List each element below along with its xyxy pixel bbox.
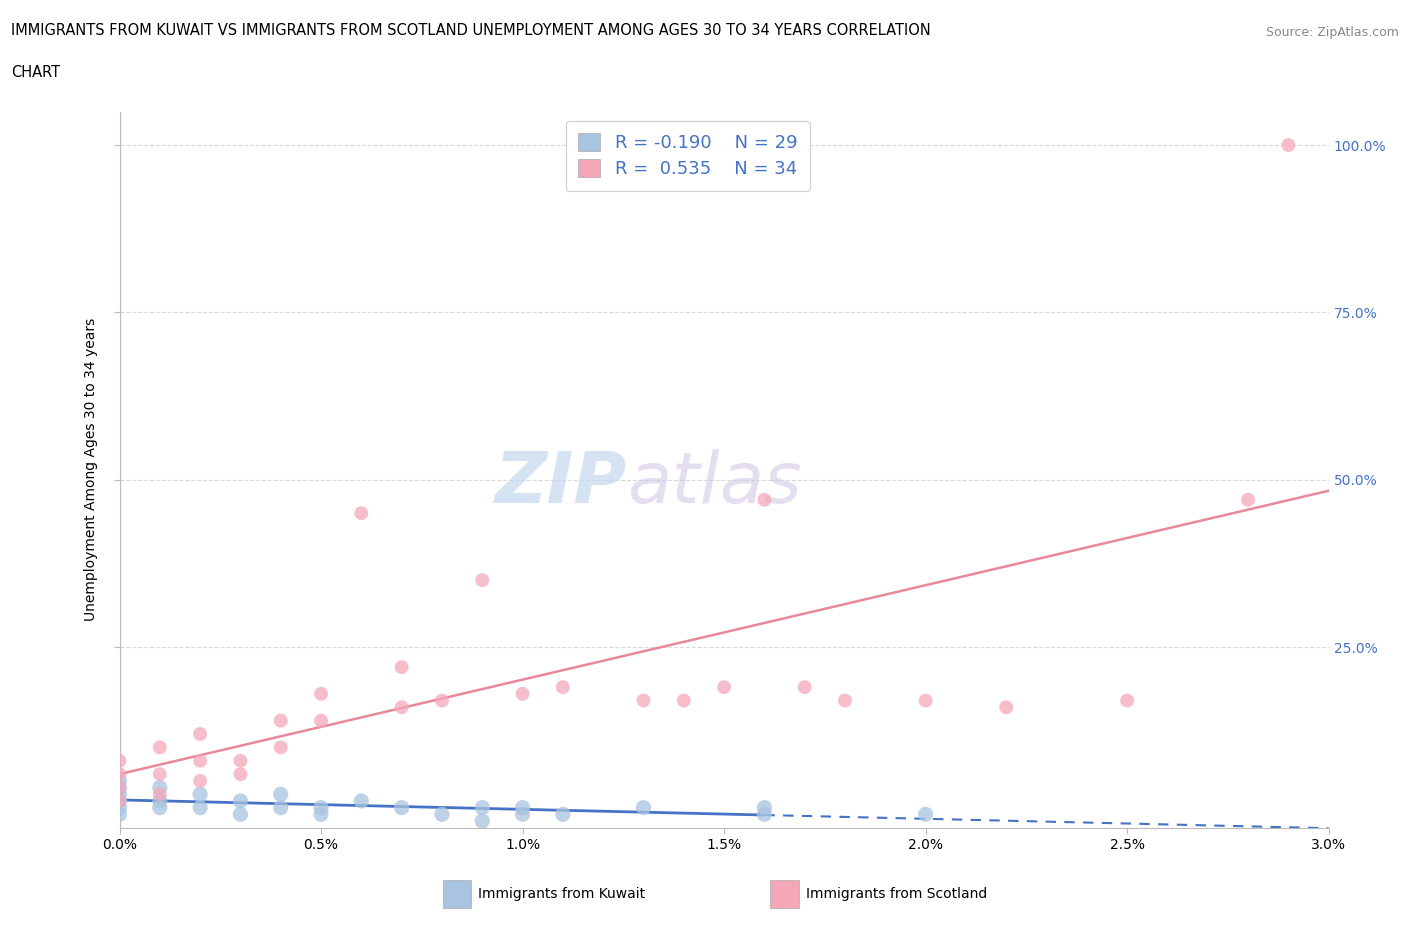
Point <box>471 800 494 815</box>
Text: CHART: CHART <box>11 65 60 80</box>
Point <box>551 680 574 695</box>
Text: Immigrants from Kuwait: Immigrants from Kuwait <box>478 886 645 901</box>
Point <box>188 726 211 741</box>
Y-axis label: Unemployment Among Ages 30 to 34 years: Unemployment Among Ages 30 to 34 years <box>84 318 98 621</box>
Point <box>149 787 172 802</box>
Point <box>430 693 453 708</box>
Point <box>270 787 292 802</box>
Point <box>108 793 131 808</box>
Text: atlas: atlas <box>627 449 801 518</box>
Point <box>149 740 172 755</box>
Point <box>270 800 292 815</box>
Point <box>108 793 131 808</box>
Point <box>512 800 534 815</box>
Point <box>754 800 776 815</box>
Point <box>149 800 172 815</box>
Point <box>350 506 373 521</box>
Point <box>149 780 172 795</box>
Point <box>471 814 494 829</box>
Text: ZIP: ZIP <box>495 449 627 518</box>
Point <box>914 693 936 708</box>
Point <box>108 753 131 768</box>
Text: Source: ZipAtlas.com: Source: ZipAtlas.com <box>1265 26 1399 39</box>
Point <box>309 800 332 815</box>
Point <box>1237 492 1260 507</box>
Point <box>309 713 332 728</box>
Point <box>512 807 534 822</box>
Point <box>471 573 494 588</box>
Point <box>188 753 211 768</box>
Point <box>551 807 574 822</box>
Point <box>430 807 453 822</box>
Point <box>713 680 735 695</box>
Point <box>229 807 252 822</box>
Point <box>995 699 1018 714</box>
Point <box>391 699 413 714</box>
Point <box>229 753 252 768</box>
Text: IMMIGRANTS FROM KUWAIT VS IMMIGRANTS FROM SCOTLAND UNEMPLOYMENT AMONG AGES 30 TO: IMMIGRANTS FROM KUWAIT VS IMMIGRANTS FRO… <box>11 23 931 38</box>
Point <box>188 787 211 802</box>
Point <box>754 807 776 822</box>
Point <box>914 807 936 822</box>
Point <box>108 787 131 802</box>
FancyBboxPatch shape <box>443 880 471 908</box>
Point <box>229 766 252 781</box>
Point <box>793 680 815 695</box>
Point <box>108 800 131 815</box>
Point <box>1116 693 1139 708</box>
Point <box>512 686 534 701</box>
Point <box>149 766 172 781</box>
Point <box>188 800 211 815</box>
Point <box>834 693 856 708</box>
Point <box>270 713 292 728</box>
Text: Immigrants from Scotland: Immigrants from Scotland <box>806 886 987 901</box>
Point <box>149 793 172 808</box>
Point <box>108 774 131 789</box>
Point <box>108 766 131 781</box>
Point <box>270 740 292 755</box>
Point <box>633 800 655 815</box>
Point <box>633 693 655 708</box>
Point <box>108 780 131 795</box>
Point <box>108 780 131 795</box>
Point <box>309 807 332 822</box>
Point <box>309 686 332 701</box>
FancyBboxPatch shape <box>770 880 799 908</box>
Legend: R = -0.190    N = 29, R =  0.535    N = 34: R = -0.190 N = 29, R = 0.535 N = 34 <box>565 121 810 191</box>
Point <box>350 793 373 808</box>
Point <box>108 807 131 822</box>
Point <box>391 659 413 674</box>
Point <box>229 793 252 808</box>
Point <box>188 774 211 789</box>
Point <box>391 800 413 815</box>
Point <box>1277 138 1299 153</box>
Point <box>672 693 695 708</box>
Point <box>754 492 776 507</box>
